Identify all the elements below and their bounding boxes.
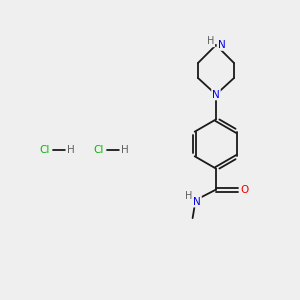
Text: O: O [240, 184, 248, 195]
Text: N: N [218, 40, 225, 50]
Text: N: N [212, 89, 220, 100]
Text: N: N [193, 196, 201, 207]
Text: H: H [67, 145, 74, 155]
Text: Cl: Cl [40, 145, 50, 155]
Text: H: H [121, 145, 128, 155]
Text: H: H [207, 36, 214, 46]
Text: Cl: Cl [94, 145, 104, 155]
Text: H: H [185, 190, 193, 201]
